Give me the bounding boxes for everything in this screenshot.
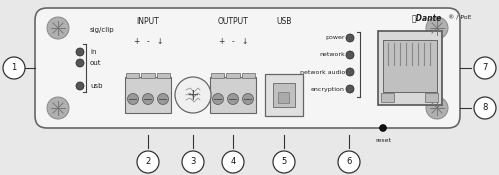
FancyBboxPatch shape (382, 93, 395, 101)
FancyBboxPatch shape (211, 73, 224, 78)
Text: 3: 3 (190, 158, 196, 166)
Circle shape (474, 97, 496, 119)
Circle shape (137, 151, 159, 173)
Circle shape (346, 34, 354, 42)
Text: usb: usb (90, 83, 102, 89)
Text: out: out (90, 60, 101, 66)
Text: +: + (187, 88, 200, 103)
Text: sig/clip: sig/clip (90, 27, 115, 33)
Circle shape (426, 97, 448, 119)
Text: USB: USB (276, 18, 292, 26)
Text: ® / PoE: ® / PoE (448, 15, 472, 21)
Circle shape (143, 93, 154, 104)
Circle shape (346, 68, 354, 76)
Text: -: - (147, 37, 149, 47)
Text: power: power (325, 36, 345, 40)
FancyBboxPatch shape (210, 77, 256, 113)
FancyBboxPatch shape (378, 31, 442, 105)
Text: network audio: network audio (300, 69, 345, 75)
FancyBboxPatch shape (227, 73, 240, 78)
Text: reset: reset (375, 138, 391, 142)
FancyBboxPatch shape (273, 83, 295, 107)
Text: ↓: ↓ (242, 37, 248, 47)
Circle shape (182, 151, 204, 173)
Text: ⓝDante: ⓝDante (412, 13, 442, 23)
Circle shape (426, 17, 448, 39)
Text: 4: 4 (231, 158, 236, 166)
Circle shape (175, 77, 211, 113)
FancyBboxPatch shape (278, 92, 289, 103)
Text: network: network (319, 52, 345, 58)
Circle shape (76, 48, 84, 56)
FancyBboxPatch shape (242, 73, 255, 78)
FancyBboxPatch shape (125, 77, 171, 113)
Text: in: in (90, 49, 96, 55)
FancyBboxPatch shape (35, 8, 460, 128)
Circle shape (380, 124, 387, 131)
Text: 7: 7 (483, 64, 488, 72)
Circle shape (128, 93, 139, 104)
FancyBboxPatch shape (265, 74, 303, 116)
Text: 1: 1 (11, 64, 16, 72)
FancyBboxPatch shape (141, 73, 155, 78)
Text: encryption: encryption (311, 86, 345, 92)
Circle shape (273, 151, 295, 173)
Circle shape (222, 151, 244, 173)
Circle shape (3, 57, 25, 79)
Circle shape (346, 51, 354, 59)
Circle shape (338, 151, 360, 173)
Text: INPUT: INPUT (137, 18, 159, 26)
FancyBboxPatch shape (426, 93, 439, 101)
Text: 8: 8 (483, 103, 488, 113)
Circle shape (243, 93, 253, 104)
Text: 5: 5 (281, 158, 286, 166)
Circle shape (76, 59, 84, 67)
Circle shape (228, 93, 239, 104)
Circle shape (474, 57, 496, 79)
Text: OUTPUT: OUTPUT (218, 18, 249, 26)
Circle shape (76, 82, 84, 90)
FancyBboxPatch shape (157, 73, 170, 78)
Text: 2: 2 (145, 158, 151, 166)
Circle shape (47, 97, 69, 119)
Circle shape (47, 17, 69, 39)
FancyBboxPatch shape (383, 40, 437, 92)
Text: -: - (232, 37, 235, 47)
FancyBboxPatch shape (126, 73, 139, 78)
Circle shape (346, 85, 354, 93)
Text: 6: 6 (346, 158, 352, 166)
Text: +: + (218, 37, 224, 47)
Circle shape (158, 93, 169, 104)
Text: +: + (133, 37, 139, 47)
Text: ↓: ↓ (157, 37, 163, 47)
Circle shape (213, 93, 224, 104)
